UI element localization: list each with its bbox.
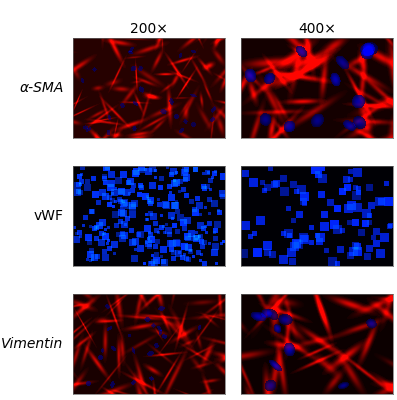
Text: 400×: 400×	[298, 22, 336, 36]
Text: α-SMA: α-SMA	[19, 81, 64, 95]
Text: Vimentin: Vimentin	[1, 337, 64, 351]
Text: vWF: vWF	[33, 209, 64, 223]
Text: 200×: 200×	[131, 22, 168, 36]
